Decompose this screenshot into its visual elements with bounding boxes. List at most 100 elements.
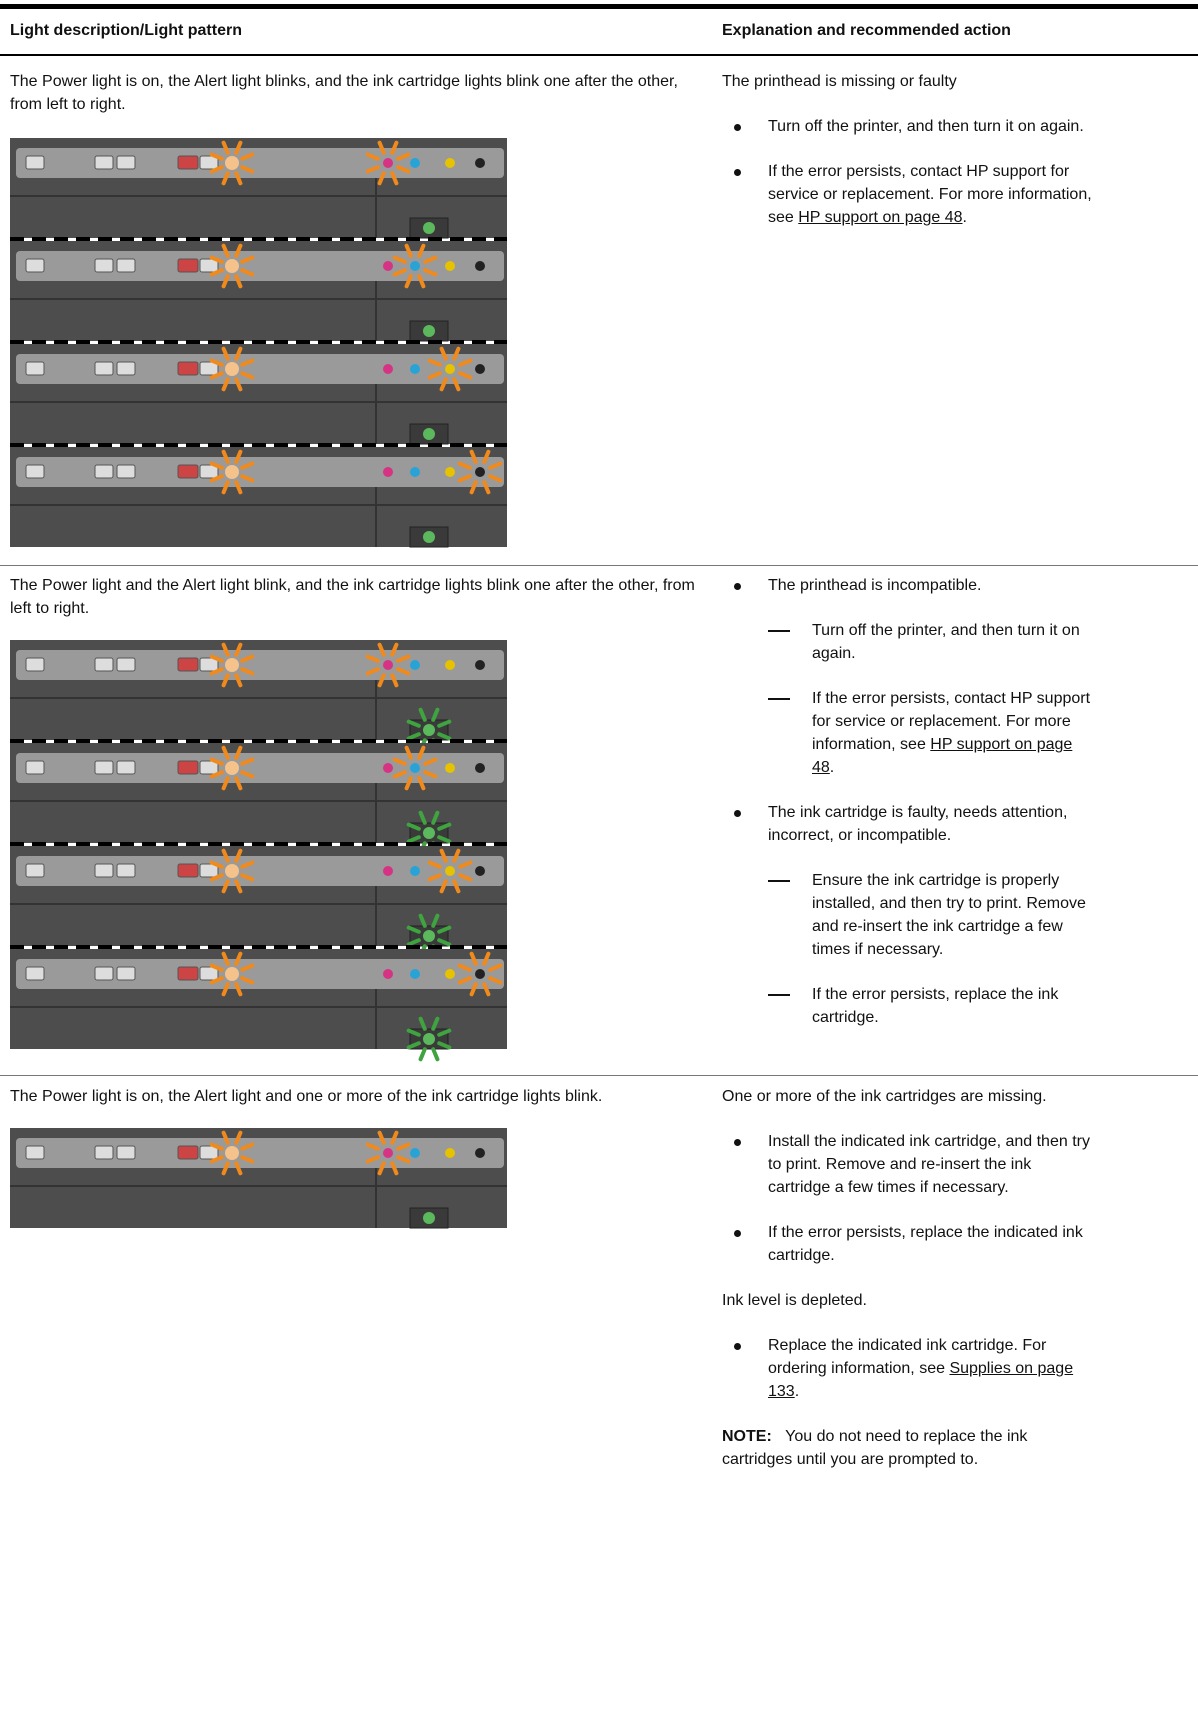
panel-icon [25,863,45,878]
cartridge-light [410,1148,420,1158]
panel-icon [25,464,45,479]
blink-ray [209,667,224,676]
cartridge-light [475,969,485,979]
power-light [423,222,435,234]
blink-ray [404,274,413,289]
panel-band [16,650,504,680]
blink-ray [234,848,243,863]
blink-ray [221,346,230,361]
blink-ray [423,757,438,766]
row-description: The Power light is on, the Alert light a… [10,1088,603,1105]
panel-icon [116,966,136,981]
cartridge-light [475,1148,485,1158]
light-panels [10,640,507,1062]
blink-ray [221,982,230,997]
blink-ray [240,860,255,869]
panel-icon [177,966,199,981]
blink-ray [396,165,411,174]
blink-ray [377,642,386,657]
power-light [423,428,435,440]
blink-ray [209,860,224,869]
text: . [829,759,835,776]
blink-ray [452,377,461,392]
text: . [794,1383,800,1400]
blink-ray [427,873,442,882]
link[interactable]: HP support on page 48 [798,209,963,226]
blink-ray [418,1047,427,1062]
blink-ray [406,835,421,844]
bullet: The printhead is incompatible. [722,574,1092,597]
alert-light [225,465,239,479]
blink-ray [365,152,380,161]
blink-ray [221,243,230,258]
blink-ray [240,461,255,470]
blink-ray [221,879,230,894]
panel-icon [199,361,219,376]
blink-ray [458,860,473,869]
blink-ray [469,480,478,495]
blink-ray [482,951,491,966]
cartridge-light [383,158,393,168]
blink-ray [439,879,448,894]
panel-icon [94,258,114,273]
blink-ray [209,165,224,174]
blink-ray [406,925,421,934]
cartridge-light [475,261,485,271]
cartridge-light [475,364,485,374]
bullet: Turn off the printer, and then turn it o… [722,115,1092,138]
row-description: The Power light is on, the Alert light b… [10,73,678,113]
blink-ray [488,474,503,483]
blink-ray [234,171,243,186]
cartridge-light [445,969,455,979]
blink-ray [234,346,243,361]
cartridge-light [383,763,393,773]
blink-ray [431,1016,440,1031]
panel-icon [177,863,199,878]
cartridge-light [383,364,393,374]
blink-ray [406,1041,421,1050]
panel-band [16,1138,504,1168]
panel-icon [199,657,219,672]
panel-band [16,457,504,487]
panel-icon [177,760,199,775]
blink-ray [240,757,255,766]
blink-ray [488,976,503,985]
blink-ray [240,963,255,972]
panel-icon [177,361,199,376]
panel-icon [177,258,199,273]
blink-ray [437,732,452,741]
text: Replace the indicated ink cartridge. For… [768,1337,1047,1377]
cartridge-light [410,763,420,773]
blink-ray [439,346,448,361]
bullet: The ink cartridge is faulty, needs atten… [722,801,1092,847]
blink-ray [406,1028,421,1037]
blink-ray [458,358,473,367]
blink-ray [457,963,472,972]
panel-icon [94,863,114,878]
blink-ray [209,1155,224,1164]
alert-light [225,1146,239,1160]
explanation: One or more of the ink cartridges are mi… [722,1085,1092,1471]
link[interactable]: HP support on page 48 [812,736,1073,776]
blink-ray [404,243,413,258]
panel-icon [116,657,136,672]
blink-ray [396,654,411,663]
text: If the error persists, contact HP suppor… [812,690,1091,753]
panel-icon [199,863,219,878]
cartridge-light [475,763,485,773]
blink-ray [221,951,230,966]
step: If the error persists, contact HP suppor… [722,687,1092,779]
link[interactable]: Supplies on page 133 [768,1360,1074,1400]
blink-ray [209,757,224,766]
panel-icon [94,760,114,775]
cartridge-light [383,1148,393,1158]
cartridge-light [383,467,393,477]
text: . [962,209,967,226]
blink-ray [221,673,230,688]
blink-ray [427,371,442,380]
blink-ray [427,860,442,869]
panel-icon [177,1145,199,1160]
blink-ray [437,1028,452,1037]
bullet: Replace the indicated ink cartridge. For… [722,1334,1092,1403]
panel-icon [116,361,136,376]
